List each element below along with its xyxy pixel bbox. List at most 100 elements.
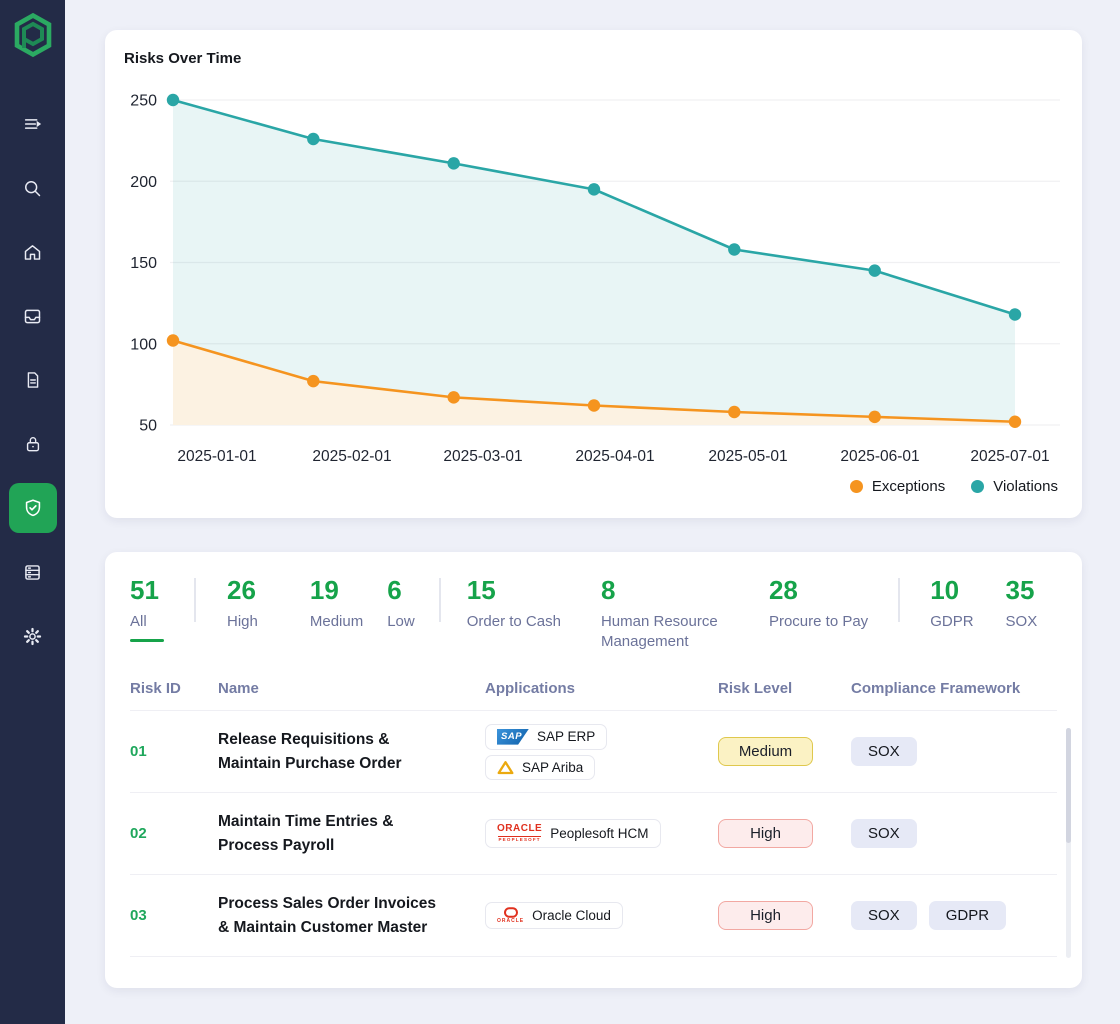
sidebar-item-settings[interactable]: [9, 611, 57, 661]
sidebar-item-search[interactable]: [9, 163, 57, 213]
column-header-name: Name: [218, 680, 259, 698]
exceptions-point[interactable]: [307, 374, 320, 388]
stat-value: 26: [227, 575, 256, 605]
document-icon: [23, 370, 43, 390]
exceptions-point[interactable]: [868, 410, 881, 424]
sidebar-item-home[interactable]: [9, 227, 57, 277]
stat-label: Medium: [309, 612, 364, 630]
stat-value: 35: [1005, 575, 1035, 605]
exceptions-point[interactable]: [587, 399, 601, 412]
column-header-compliance-framework: Compliance Framework: [851, 680, 1021, 698]
stat-filter-procure-to-pay[interactable]: 28 Procure to Pay: [769, 576, 868, 632]
stat-filter-low[interactable]: 6 Low: [387, 576, 415, 632]
stat-filter-all[interactable]: 51 All: [130, 576, 164, 642]
stats-divider: [194, 578, 196, 622]
stat-value: 6: [387, 575, 402, 605]
column-header-applications: Applications: [485, 680, 576, 698]
x-axis-tick: 2025-02-01: [312, 448, 391, 465]
menu-expand-icon: [22, 113, 44, 135]
x-axis-tick: 2025-01-01: [177, 448, 256, 465]
legend-item-exceptions[interactable]: Exceptions: [849, 478, 946, 495]
legend-dot: [971, 480, 985, 493]
frameworks-cell: SOX GDPR: [851, 901, 1057, 931]
sidebar-item-inbox[interactable]: [9, 291, 57, 341]
main-content: Risks Over Time 250 200 150 100 50 2025-01-01…: [65, 0, 1120, 988]
table-row[interactable]: 02 Maintain Time Entries & Process Payrol…: [130, 793, 1057, 876]
violations-point[interactable]: [587, 183, 601, 196]
stat-filter-medium[interactable]: 19 Medium: [310, 576, 363, 632]
x-axis-tick: 2025-06-01: [840, 448, 919, 465]
stat-label: SOX: [1005, 612, 1038, 630]
risk-name: Maintain Time Entries & Process Payroll: [218, 813, 394, 854]
stat-value: 10: [930, 575, 960, 605]
stat-label: Human Resource Management: [600, 612, 718, 650]
chart-legend: Exceptions Violations: [119, 478, 1070, 495]
stat-filter-gdpr[interactable]: 10 GDPR: [930, 576, 973, 632]
violations-area: [173, 100, 1015, 425]
violations-point[interactable]: [1008, 308, 1022, 321]
violations-point[interactable]: [728, 243, 741, 256]
legend-label: Exceptions: [871, 478, 946, 495]
x-axis-tick: 2025-07-01: [970, 448, 1049, 465]
exceptions-point[interactable]: [1008, 415, 1022, 428]
y-axis-tick: 50: [139, 418, 157, 435]
violations-point[interactable]: [868, 264, 881, 277]
framework-badge: SOX: [851, 901, 917, 931]
pathlock-logo[interactable]: [12, 12, 54, 63]
x-axis-tick: 2025-04-01: [575, 448, 654, 465]
sidebar-item-shield-check[interactable]: [8, 483, 57, 533]
table-row[interactable]: 01 Release Requisitions & Maintain Purcha…: [130, 711, 1057, 794]
framework-badge: GDPR: [928, 901, 1007, 931]
legend-item-violations[interactable]: Violations: [971, 478, 1058, 495]
frameworks-cell: SOX: [851, 819, 1057, 849]
stat-filter-sox[interactable]: 35 SOX: [1006, 576, 1038, 632]
violations-point[interactable]: [307, 132, 320, 146]
y-axis-tick: 250: [130, 93, 157, 110]
risk-id: 03: [130, 907, 147, 925]
risk-id: 01: [130, 743, 147, 761]
table-scrollbar-track[interactable]: [1066, 728, 1071, 958]
violations-point[interactable]: [166, 93, 180, 107]
stat-filter-high[interactable]: 26 High: [227, 576, 258, 632]
table-row[interactable]: 03 Process Sales Order Invoices & Maintai…: [130, 875, 1057, 958]
exceptions-point[interactable]: [728, 405, 741, 419]
violations-point[interactable]: [447, 157, 460, 170]
table-scrollbar-thumb[interactable]: [1066, 728, 1071, 843]
sap-ariba-logo: [497, 760, 514, 774]
sidebar-item-document[interactable]: [9, 355, 57, 405]
table-header: Risk ID Name Applications Risk Level Complia…: [130, 680, 1057, 712]
application-chip: SAP SAP ERP: [485, 723, 608, 750]
risks-table-card: 51 All 26 High 19 Medium 6 Low 15 Order to C…: [105, 552, 1082, 988]
table-body: 01 Release Requisitions & Maintain Purcha…: [130, 711, 1057, 958]
application-label: SAP ERP: [537, 729, 596, 745]
framework-badge: SOX: [851, 819, 917, 849]
legend-label: Violations: [993, 478, 1058, 495]
stat-filter-human-resource-management[interactable]: 8 Human Resource Management: [601, 576, 751, 652]
risks-over-time-card: Risks Over Time 250 200 150 100 50 2025-01-01…: [105, 30, 1082, 518]
stat-filter-order-to-cash[interactable]: 15 Order to Cash: [467, 576, 561, 632]
x-axis-tick: 2025-03-01: [443, 448, 522, 465]
exceptions-point[interactable]: [447, 391, 460, 404]
sidebar-item-lock[interactable]: [9, 419, 57, 469]
stat-label: High: [227, 612, 258, 630]
shield-check-icon: [22, 497, 44, 519]
risk-level-badge: Medium: [718, 737, 813, 767]
application-chip: ORACLE PEOPLESOFT Peoplesoft HCM: [485, 819, 661, 848]
sap-logo: SAP: [497, 728, 529, 745]
stat-label: All: [130, 612, 147, 630]
stat-value: 8: [600, 575, 616, 605]
risks-over-time-chart: 250 200 150 100 50 2025-01-01 2025-02-01 2025-0…: [119, 75, 1070, 472]
home-icon: [22, 242, 43, 263]
sidebar-item-menu-expand[interactable]: [9, 99, 57, 149]
risk-level-badge: High: [718, 901, 813, 931]
exceptions-point[interactable]: [166, 334, 180, 347]
inbox-icon: [22, 306, 43, 327]
sidebar: [0, 0, 65, 1024]
sidebar-item-server[interactable]: [9, 547, 57, 597]
chart-title: Risks Over Time: [124, 50, 242, 67]
risk-level-cell: High: [718, 819, 851, 849]
application-label: Peoplesoft HCM: [550, 826, 649, 842]
risk-id: 02: [130, 825, 147, 843]
risk-level-cell: High: [718, 901, 851, 931]
risk-name: Release Requisitions & Maintain Purchase…: [218, 731, 402, 772]
